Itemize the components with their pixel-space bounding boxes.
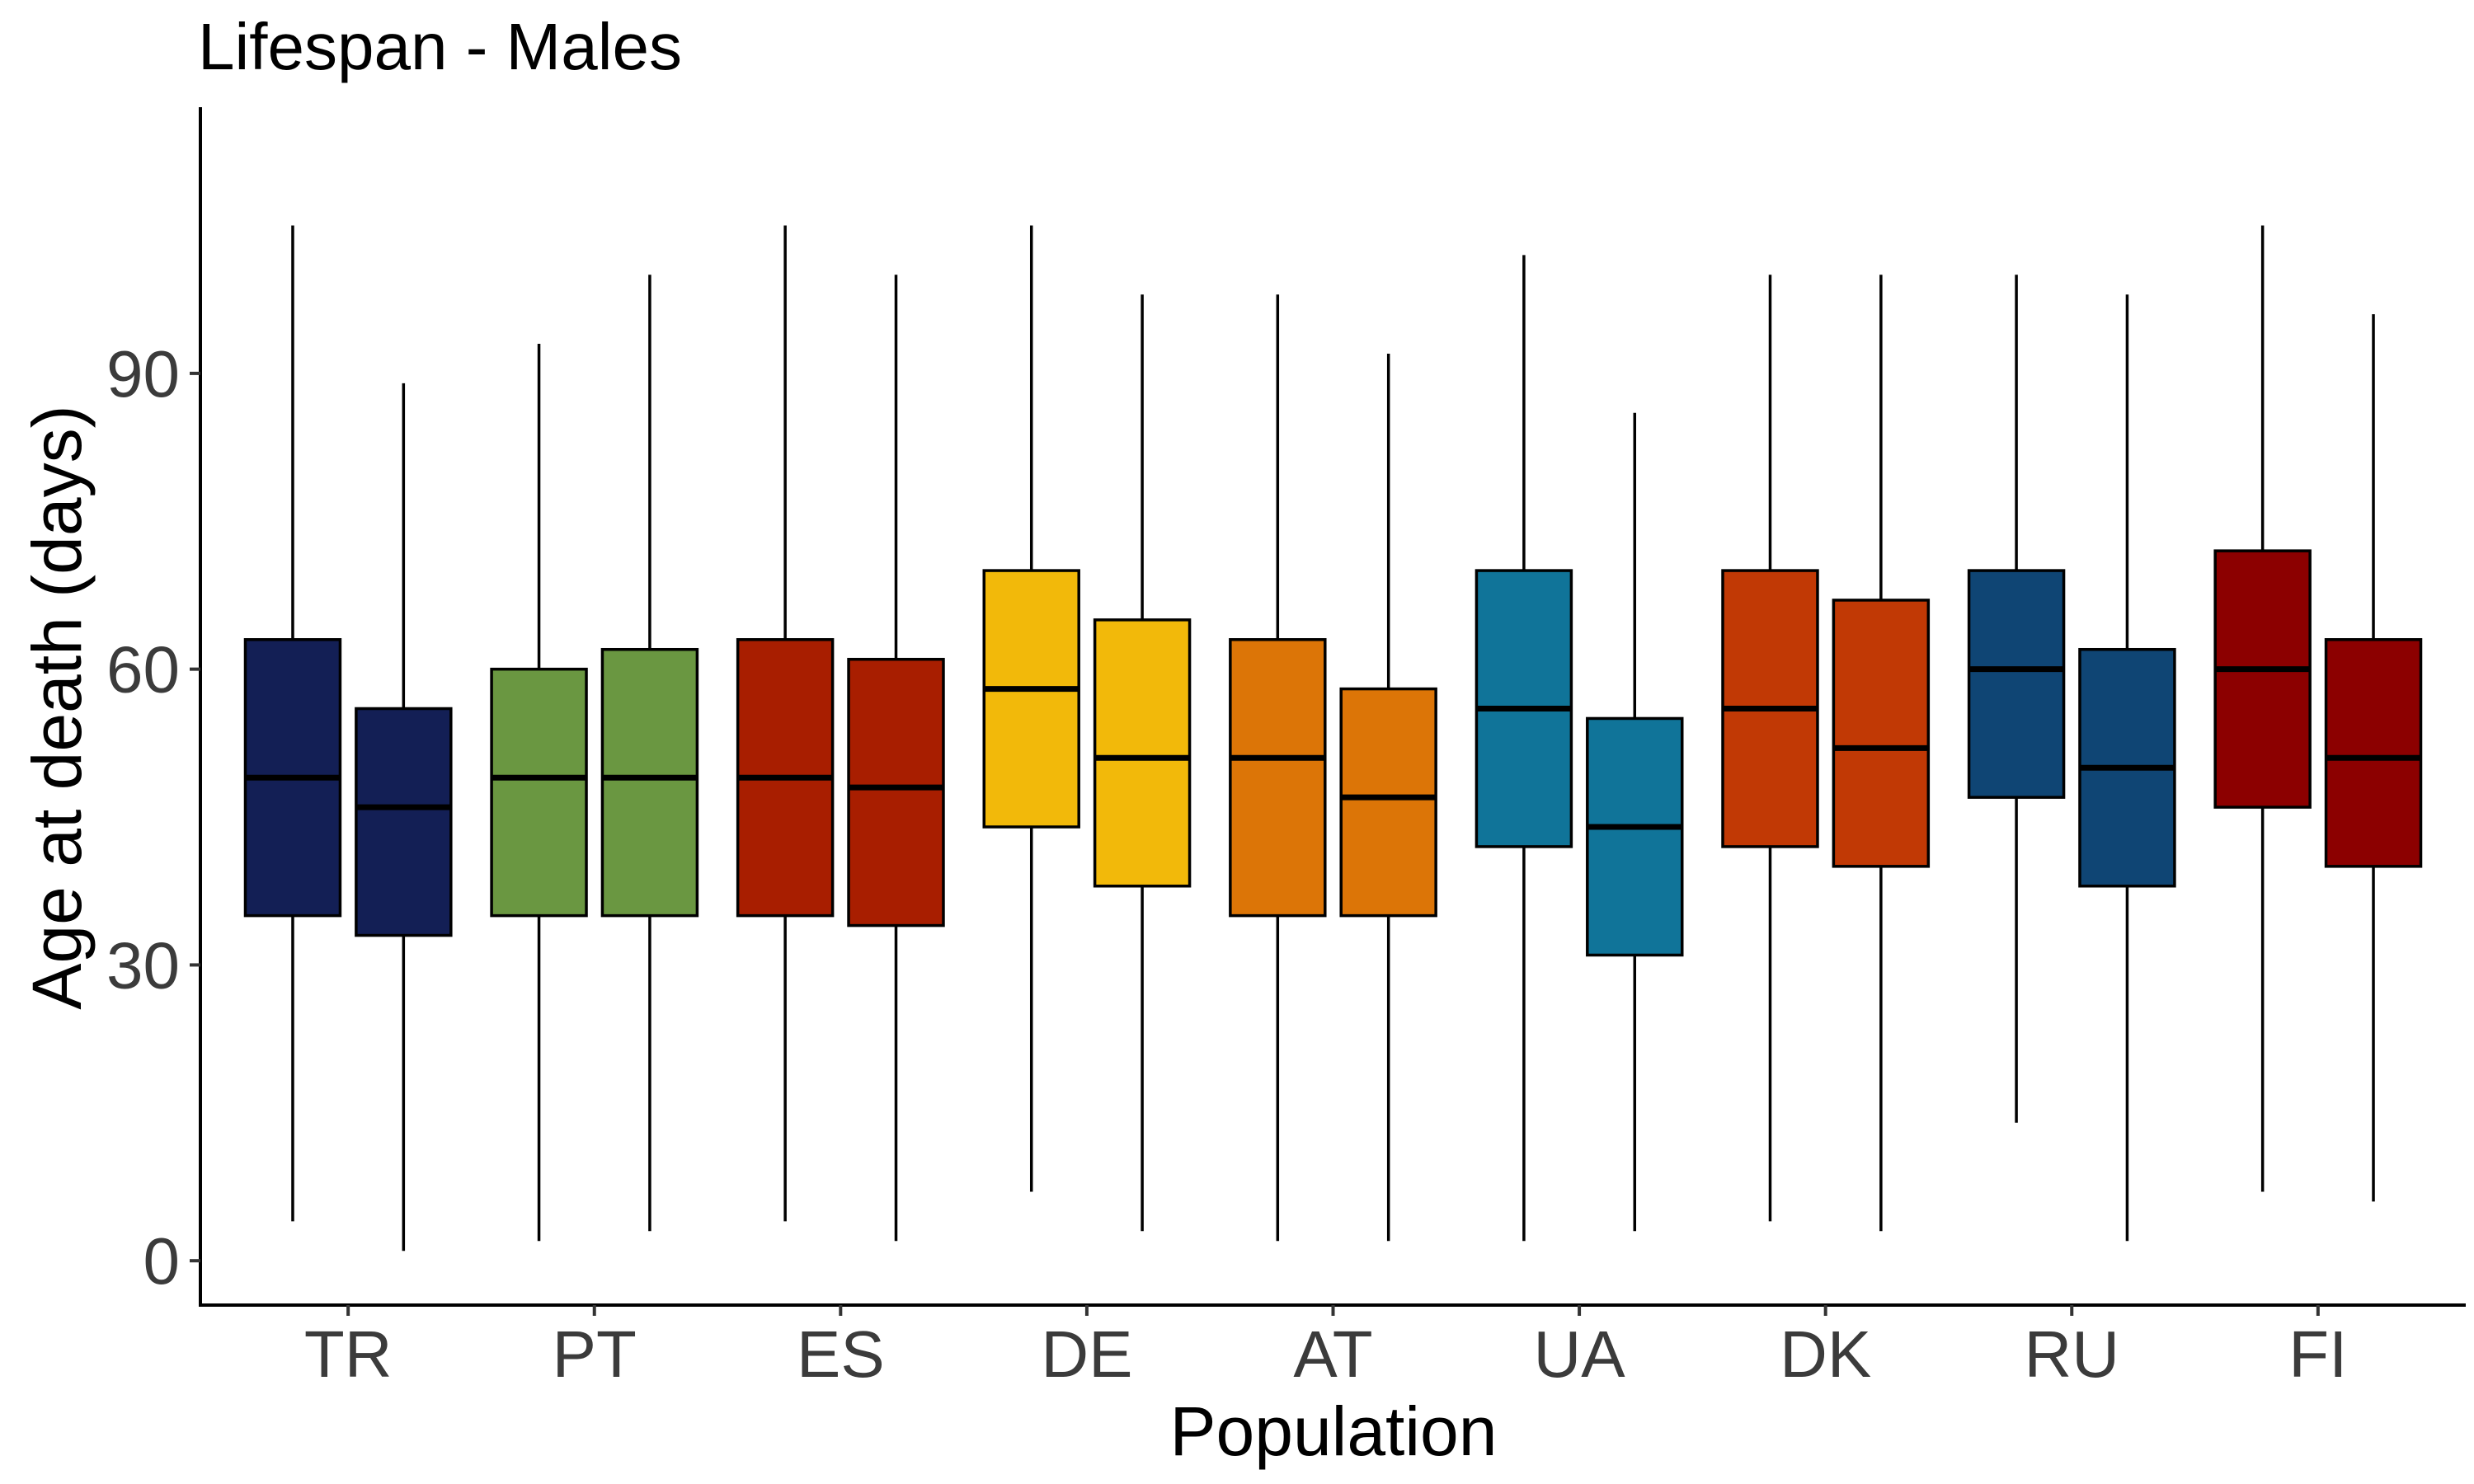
x-tick-label-ru: RU [2024, 1317, 2119, 1391]
x-tick-label-fi: FI [2288, 1317, 2347, 1391]
x-axis-ticks: TR PT ES DE AT UA DK RU FI [304, 1305, 2347, 1391]
y-tick-label-30: 30 [106, 928, 180, 1002]
box-dk-2 [1832, 599, 1931, 868]
y-tick-label-0: 0 [143, 1224, 181, 1298]
x-tick-label-tr: TR [304, 1317, 393, 1391]
box-at-2 [1339, 687, 1437, 918]
box-tr-2 [355, 707, 453, 937]
box-de-2 [1093, 618, 1192, 888]
box-fi-1 [2213, 549, 2312, 809]
box-group-dk [1721, 275, 1931, 1232]
y-axis-ticks: 0 30 60 90 [106, 337, 200, 1298]
box-group-ua [1475, 255, 1684, 1242]
x-tick-label-pt: PT [553, 1317, 637, 1391]
box-group-ru [1967, 275, 2176, 1242]
box-ru-1 [1967, 569, 2066, 799]
box-group-es [736, 225, 945, 1242]
box-es-2 [847, 657, 945, 928]
y-tick-label-60: 60 [106, 633, 180, 707]
box-group-de [982, 225, 1192, 1232]
y-tick-label-90: 90 [106, 337, 180, 411]
box-at-1 [1229, 638, 1327, 918]
box-de-1 [982, 569, 1080, 829]
chart-title: Lifespan - Males [198, 10, 682, 83]
box-group-fi [2213, 225, 2423, 1202]
x-axis-title: Population [1170, 1392, 1498, 1470]
y-axis-title: Age at death (days) [18, 405, 96, 1009]
x-tick-label-ua: UA [1534, 1317, 1626, 1391]
box-pt-1 [490, 667, 588, 918]
x-tick-label-es: ES [797, 1317, 885, 1391]
box-pt-2 [600, 647, 699, 918]
plot-area [243, 225, 2423, 1252]
x-tick-label-de: DE [1041, 1317, 1132, 1391]
box-fi-2 [2324, 638, 2423, 868]
box-ua-2 [1586, 716, 1684, 957]
box-group-tr [243, 225, 453, 1252]
x-tick-label-dk: DK [1780, 1317, 1871, 1391]
x-tick-label-at: AT [1293, 1317, 1372, 1391]
box-group-pt [490, 275, 699, 1242]
box-group-at [1229, 294, 1437, 1242]
